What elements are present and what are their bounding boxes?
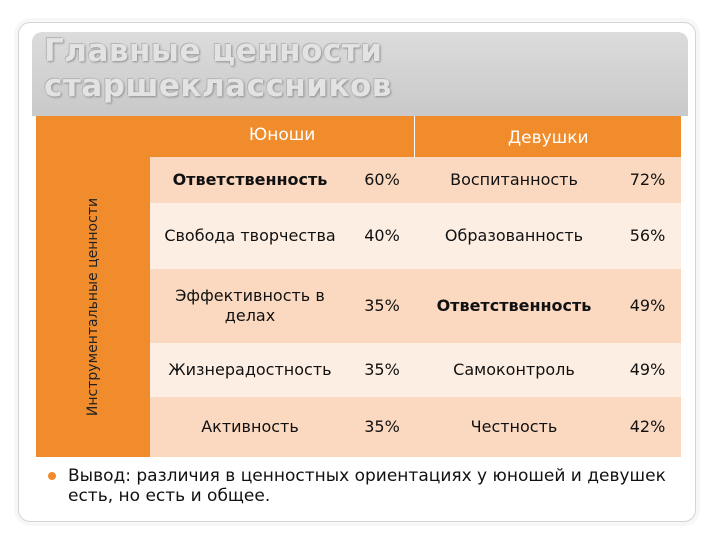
girl-value: Образованность (444, 226, 584, 245)
boy-value: Активность (201, 417, 299, 436)
girl-value: Воспитанность (450, 170, 578, 189)
girl-value: Ответственность (436, 296, 592, 315)
boy-percent: 35% (364, 360, 400, 379)
header-corner-cell (36, 116, 150, 157)
header-girls: Девушки (414, 116, 681, 157)
girl-percent: 49% (629, 296, 666, 315)
boy-percent: 35% (364, 417, 400, 436)
table-row: Эффективность в делах 35% Ответственност… (150, 269, 681, 343)
title-bar (32, 32, 688, 116)
boy-value: Свобода творчества (164, 226, 336, 245)
header-boys: Юноши (248, 125, 316, 145)
boy-percent: 40% (364, 226, 400, 245)
table-row: Ответственность 60% Воспитанность 72% (150, 157, 681, 203)
table-row: Жизнерадостность 35% Самоконтроль 49% (150, 343, 681, 397)
conclusion-bullet: Вывод: различия в ценностных ориентациях… (48, 466, 678, 506)
conclusion-text: Вывод: различия в ценностных ориентациях… (68, 466, 666, 506)
girl-percent: 42% (629, 417, 666, 436)
girl-percent: 49% (629, 360, 666, 379)
boy-value: Ответственность (172, 170, 328, 189)
bullet-dot-icon (48, 472, 56, 480)
boy-percent: 35% (364, 296, 400, 315)
table-header-row: Юноши Девушки (36, 116, 681, 157)
slide-title: Главные ценности старшеклассников (44, 33, 392, 104)
table-body: Ответственность 60% Воспитанность 72% Св… (150, 157, 681, 457)
boy-value: Эффективность в делах (175, 286, 325, 325)
table-row: Активность 35% Честность 42% (150, 397, 681, 457)
girl-value: Честность (470, 417, 558, 436)
row-label-instrumental-values: Инструментальные ценности (85, 197, 101, 417)
girl-value: Самоконтроль (453, 360, 575, 379)
table-row: Свобода творчества 40% Образованность 56… (150, 203, 681, 269)
boy-value: Жизнерадостность (168, 360, 332, 379)
girl-percent: 56% (629, 226, 666, 245)
row-label-cell (36, 157, 150, 457)
boy-percent: 60% (364, 170, 400, 189)
girl-percent: 72% (629, 170, 666, 189)
